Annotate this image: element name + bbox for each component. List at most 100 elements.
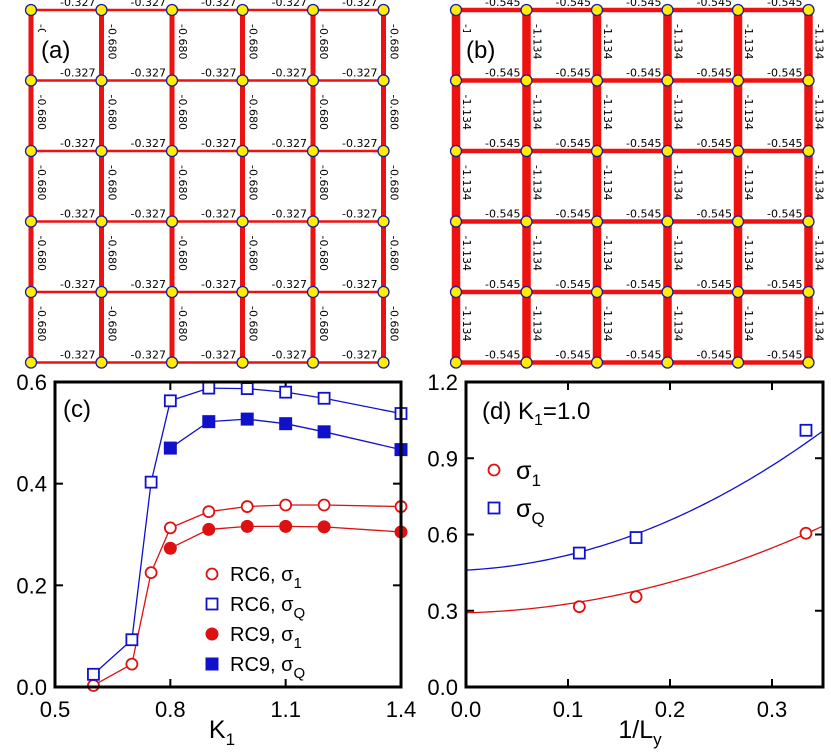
lattice-site [661,285,674,299]
vertical-bond-label: -0.680 [247,165,260,200]
data-point-open-circle [279,498,293,512]
vertical-bond-label: -0.680 [106,306,119,341]
vertical-bond-label: -0.680 [35,95,48,130]
horizontal-bond-label: -0.545 [626,278,661,291]
horizontal-bond-label: -0.545 [626,67,661,80]
horizontal-bond-label: -0.327 [60,137,95,150]
lattice-panel-a: -0.327 -0.327 -0.327 -0.327 -0.327 -0.327 -0.3… [24,0,401,369]
vertical-bond-label: -1.134 [813,236,826,271]
lattice-site [661,3,674,17]
y-tick-label: 0.6 [427,523,458,548]
data-point-filled-circle [240,519,254,533]
lattice-site [24,356,38,369]
vertical-bond-label: -1.134 [531,24,544,59]
lattice-site [95,144,108,158]
x-tick-label: 0.0 [451,697,482,722]
data-point-open-square [205,597,219,611]
horizontal-bond-label: -0.327 [201,208,236,221]
horizontal-bond-label: -0.327 [60,208,95,221]
horizontal-bond-label: -0.545 [626,0,661,9]
horizontal-bond-label: -0.545 [767,67,802,80]
vertical-bond-label: -0.680 [35,236,48,271]
vertical-bond-label: -0.680 [176,24,189,59]
horizontal-bond-label: -0.327 [342,349,377,362]
lattice-panel-b: -0.545 -0.545 -0.545 -0.545 -0.545 -0.545 -0.5… [449,0,826,369]
lattice-site [590,74,604,87]
data-point-filled-square [317,425,331,439]
lattice-site [377,74,390,87]
lattice-site [306,285,320,299]
legend-entry: RC6, σQ [230,594,305,622]
horizontal-bond-label: -0.545 [767,0,802,9]
lattice-site [306,356,320,369]
vertical-bond-label: -1.134 [672,236,685,271]
vertical-bond-label: -0.680 [176,165,189,200]
data-point-filled-circle [202,522,216,536]
horizontal-bond-label: -0.327 [342,208,377,221]
data-point-filled-square [279,417,293,431]
lattice-site [165,74,179,87]
vertical-bond-label: -0.680 [388,24,401,59]
horizontal-bond-label: -0.545 [485,0,520,9]
horizontal-bond-label: -0.545 [626,137,661,150]
horizontal-bond-label: -0.545 [767,278,802,291]
vertical-bond-label: -0.680 [317,236,330,271]
vertical-bond-label: -1.134 [742,306,755,341]
data-point-open-circle [87,679,100,692]
vertical-bond-label: -0.680 [176,95,189,130]
lattice-site [802,285,815,299]
horizontal-bond-label: -0.545 [697,349,732,362]
horizontal-bond-label: -0.327 [60,0,95,9]
vertical-bond-label: -0.680 [106,165,119,200]
data-point-open-square [629,531,643,544]
vertical-bond-label: -1.134 [531,236,544,271]
plot-frame [53,380,403,689]
lattice-site [449,356,463,369]
vertical-bond-label: -0.680 [247,236,260,271]
vertical-bond-label: -0.680 [317,306,330,341]
lattice-site [661,215,674,228]
y-tick-label: 0.0 [427,675,458,700]
horizontal-bond-label: -0.327 [201,67,236,80]
vertical-bond-label: -1.134 [601,165,614,200]
panel-tag-background [462,32,510,68]
vertical-bond-label: -0.680 [35,165,48,200]
vertical-bond-label: -0.680 [317,95,330,130]
lattice-site [520,74,533,87]
plot-frame [464,380,825,689]
vertical-bond-label: -1.134 [531,306,544,341]
data-point-open-circle [205,567,219,581]
vertical-bond-label: -0.680 [388,236,401,271]
vertical-bond-label: -0.680 [247,24,260,59]
vertical-bond-label: -0.680 [106,95,119,130]
vertical-bond-label: -0.680 [247,306,260,341]
horizontal-bond-label: -0.327 [272,67,307,80]
data-point-filled-square [205,657,219,671]
vertical-bond-label: -1.134 [742,236,755,271]
lattice-site [731,356,745,369]
panel-tag-b: (b) [466,37,495,64]
vertical-bond-label: -1.134 [813,165,826,200]
lattice-site [306,144,320,158]
lattice-site [520,3,533,17]
lattice-site [165,285,179,299]
lattice-site [449,285,463,299]
horizontal-bond-label: -0.327 [131,137,166,150]
lattice-site [802,74,815,87]
vertical-bond-label: -0.680 [176,306,189,341]
data-point-open-circle [317,498,331,512]
lattice-site [449,215,463,228]
lattice-site [24,215,38,228]
lattice-site [731,74,745,87]
panel-tag-c: (c) [63,396,91,423]
x-tick-label: 0.8 [155,697,186,722]
vertical-bond-label: -1.134 [672,165,685,200]
data-point-open-square [144,475,158,489]
horizontal-bond-label: -0.327 [342,0,377,9]
legend-entry: σ1 [516,457,541,490]
lattice-site [520,285,533,299]
horizontal-bond-label: -0.545 [767,208,802,221]
vertical-bond-label: -1.134 [531,165,544,200]
y-tick-label: 0.0 [16,675,47,700]
horizontal-bond-label: -0.545 [485,349,520,362]
